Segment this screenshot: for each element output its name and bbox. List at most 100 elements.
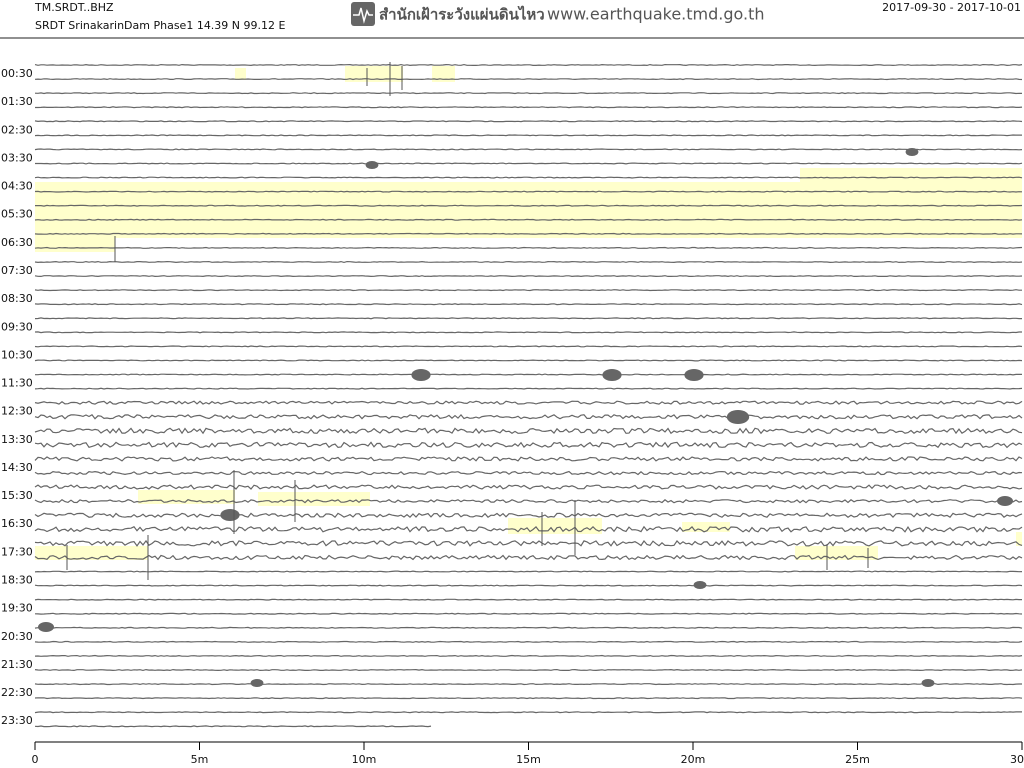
website: www.earthquake.tmd.go.th [547,5,765,24]
trace [34,246,1023,249]
event-burst [997,496,1013,506]
trace [34,612,1023,615]
trace [34,413,1023,420]
row-label: 23:30 [1,714,33,727]
x-ticks: 0 5m 10m 15m 20m 25m 30 [32,742,1024,766]
row-label: 08:30 [1,292,33,305]
trace [35,373,1023,376]
event-burst [684,369,704,381]
row-label: 09:30 [1,320,33,333]
trace [34,303,1023,306]
row-label: 07:30 [1,264,33,277]
trace [34,498,1023,504]
x-tick-label: 5m [191,753,209,766]
event-burst [693,581,707,589]
trace [34,441,1023,449]
x-tick-label: 30 [1010,753,1024,766]
trace [34,359,1023,362]
row-label: 14:30 [1,461,33,474]
row-label: 15:30 [1,489,33,502]
trace [34,275,1023,278]
row-label: 10:30 [1,348,33,361]
x-tick-label: 20m [681,753,706,766]
x-tick-label: 25m [845,753,870,766]
row-label: 22:30 [1,686,33,699]
trace [34,683,1022,686]
trace [34,134,1022,137]
trace [34,289,1022,292]
traces [34,62,1023,728]
trace [34,78,1023,81]
trace [34,554,1023,561]
trace [35,106,1023,109]
trace [34,484,1023,490]
row-label: 18:30 [1,574,33,587]
agency: สำนักเฝ้าระวังแผ่นดินไหว [379,5,545,24]
trace [34,697,1023,700]
trace [34,512,1023,519]
trace [34,317,1022,320]
x-tick-label: 15m [516,753,541,766]
x-tick-label: 0 [32,753,39,766]
row-label: 13:30 [1,433,33,446]
event-burst [365,161,379,169]
event-burst [602,369,622,381]
row-label: 01:30 [1,95,33,108]
date-range: 2017-09-30 - 2017-10-01 [882,1,1021,14]
trace [34,654,1023,657]
trace [35,162,1023,165]
row-label: 11:30 [1,377,33,390]
trace [35,204,1023,207]
trace [34,400,1023,405]
trace [34,232,1023,235]
channel: TM.SRDT..BHZ [34,1,114,14]
trace [34,539,1023,547]
logo-wave [353,7,373,24]
trace [34,711,1022,714]
trace [34,176,1023,179]
event-burst [726,410,750,424]
trace [34,387,1023,390]
event-burst [411,369,431,381]
row-label: 17:30 [1,545,33,558]
trace [34,525,1023,533]
row-label: 21:30 [1,658,33,671]
trace [34,63,1023,67]
trace [34,584,1023,587]
event-burst [921,679,935,687]
row-label: 06:30 [1,236,33,249]
trace [34,725,432,728]
trace [34,148,1023,151]
trace [34,427,1023,435]
event-burst [220,509,240,521]
row-label: 03:30 [1,151,33,164]
row-labels: 00:30 01:30 02:30 03:30 04:30 05:30 06:30 07:30… [1,67,33,727]
event-burst [38,622,54,632]
trace [34,456,1023,462]
row-label: 04:30 [1,180,33,193]
trace [34,626,1023,629]
trace [34,570,1023,573]
trace [34,668,1023,672]
trace [34,218,1023,221]
trace [34,260,1023,264]
row-label: 12:30 [1,405,33,418]
row-label: 00:30 [1,67,33,80]
trace [34,345,1023,348]
event-burst [905,148,919,156]
row-label: 02:30 [1,123,33,136]
event-burst [250,679,264,687]
row-label: 05:30 [1,208,33,221]
trace [34,190,1023,193]
trace [34,92,1023,95]
trace [34,640,1023,643]
x-tick-label: 10m [352,753,377,766]
trace [34,120,1023,123]
station: SRDT SrinakarinDam Phase1 14.39 N 99.12 … [35,19,286,32]
trace [34,331,1022,334]
row-label: 19:30 [1,602,33,615]
row-label: 16:30 [1,517,33,530]
trace [34,598,1022,601]
row-label: 20:30 [1,630,33,643]
